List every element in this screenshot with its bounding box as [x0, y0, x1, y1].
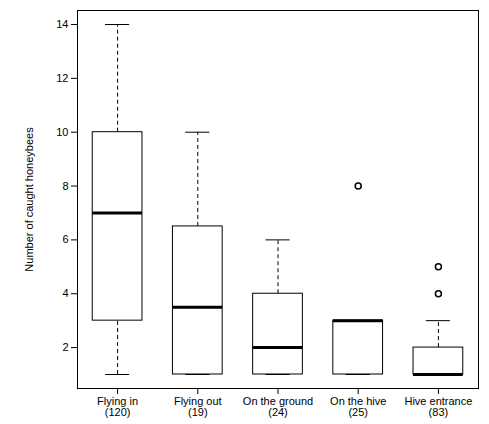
svg-text:6: 6	[62, 233, 68, 245]
svg-text:4: 4	[62, 287, 68, 299]
svg-text:On the ground(24): On the ground(24)	[243, 395, 313, 418]
svg-text:10: 10	[56, 126, 68, 138]
svg-text:14: 14	[56, 18, 68, 30]
svg-text:On the hive(25): On the hive(25)	[330, 395, 386, 418]
svg-text:8: 8	[62, 180, 68, 192]
svg-text:12: 12	[56, 72, 68, 84]
svg-text:Flying out(19): Flying out(19)	[174, 395, 222, 418]
svg-text:Flying in(120): Flying in(120)	[97, 395, 138, 418]
svg-text:Number of caught honeybees: Number of caught honeybees	[23, 127, 35, 272]
svg-text:Hive entrance(83): Hive entrance(83)	[404, 395, 472, 418]
svg-text:2: 2	[62, 341, 68, 353]
